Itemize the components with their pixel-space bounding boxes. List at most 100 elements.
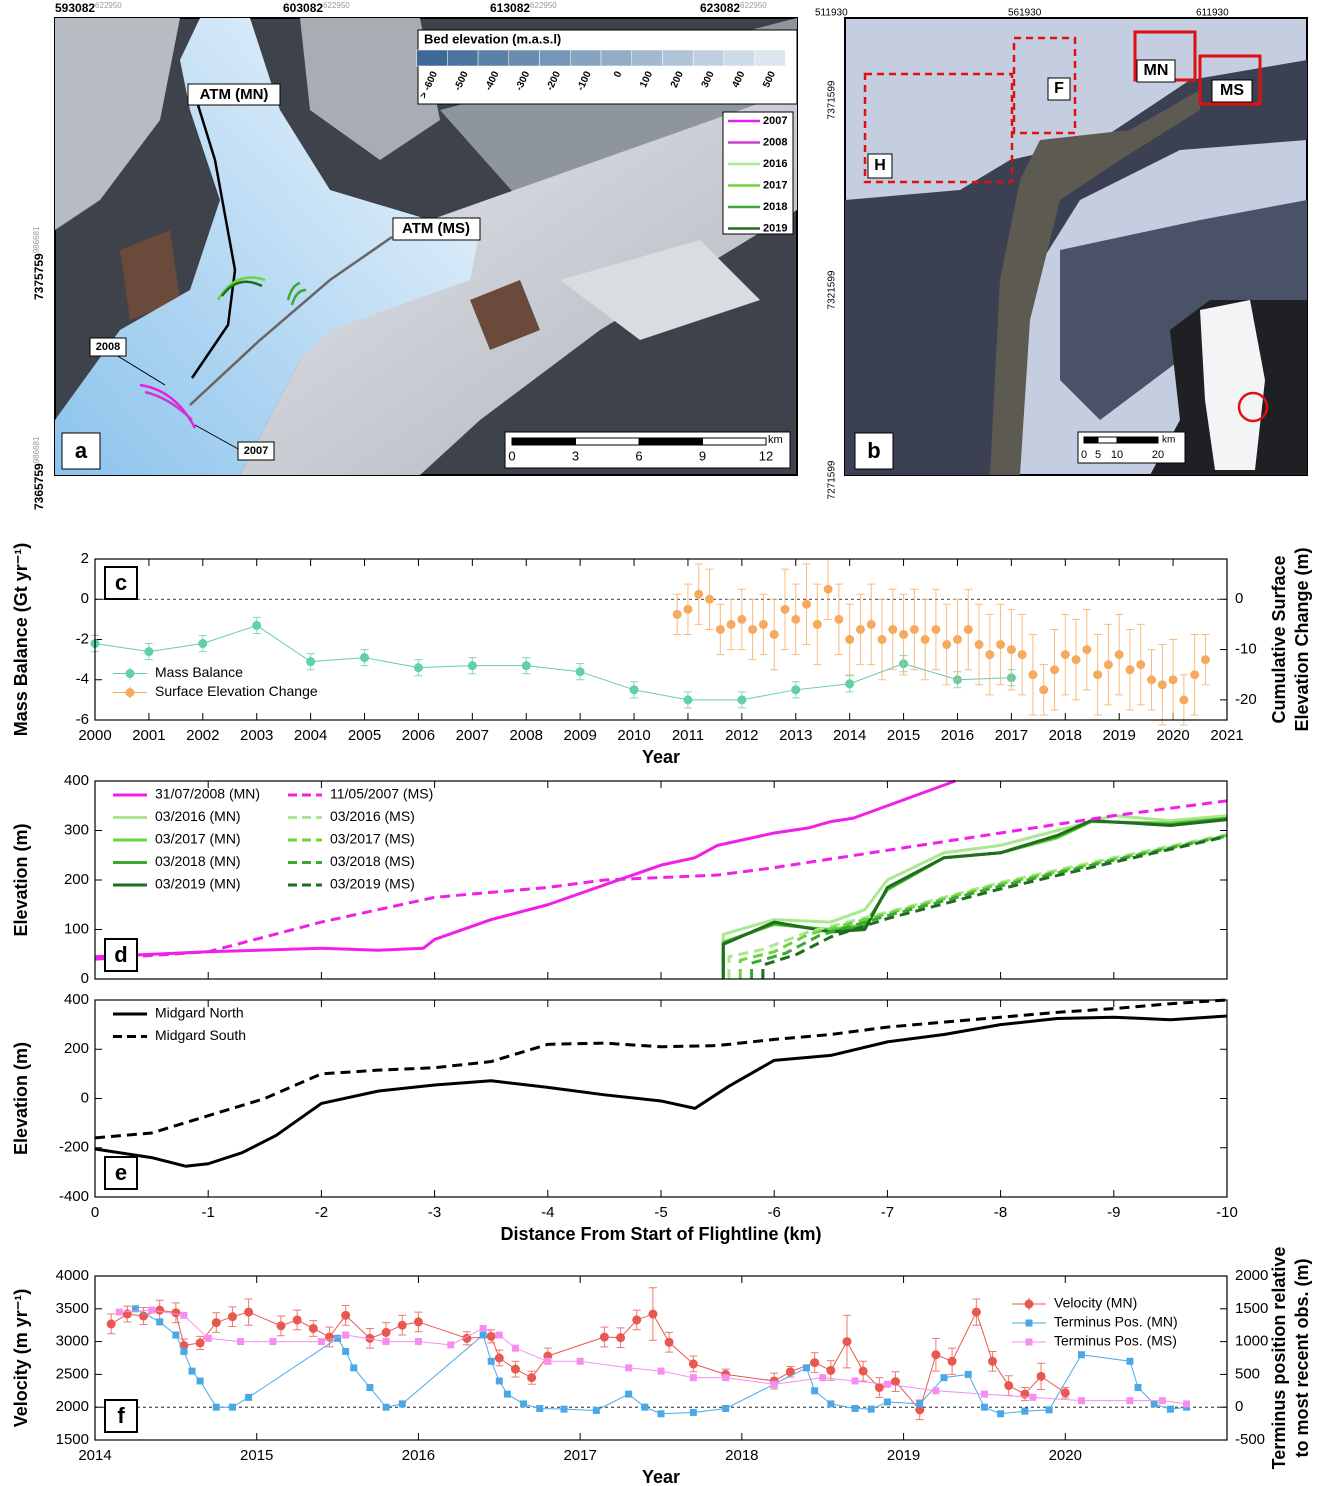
legend-label: 03/2016 (MS)	[330, 808, 415, 824]
marker	[398, 1321, 407, 1330]
marker	[205, 1335, 212, 1342]
figure: ATM (MN) ATM (MS) 2008 2007 Bed elevatio…	[0, 0, 1334, 1486]
marker	[997, 1410, 1004, 1417]
x-tick-label: 2019	[887, 1447, 920, 1464]
marker	[350, 1364, 357, 1371]
marker	[382, 1328, 391, 1337]
scalebar-label: 9	[699, 448, 706, 463]
marker	[269, 1338, 276, 1345]
marker	[648, 1310, 657, 1319]
marker	[888, 625, 897, 634]
y2-tick-label: 0	[1235, 590, 1243, 607]
legend-label: Mass Balance	[155, 664, 243, 680]
y-tick-label: 0	[81, 970, 89, 987]
coord-label: 7375759986681	[32, 226, 46, 300]
marker	[560, 1406, 567, 1413]
marker	[658, 1368, 665, 1375]
colorbar-swatch	[509, 50, 540, 66]
marker	[342, 1348, 349, 1355]
coord-label: 623082622950	[700, 1, 767, 15]
marker	[690, 1374, 697, 1381]
y-tick-label: 400	[64, 991, 89, 1008]
plot-area	[95, 1000, 1227, 1197]
scalebar-segment	[512, 438, 576, 445]
marker	[1029, 1394, 1036, 1401]
marker	[616, 1333, 625, 1342]
marker	[1078, 1397, 1085, 1404]
coord-main: 623082	[700, 1, 740, 15]
marker	[810, 1358, 819, 1367]
marker	[1126, 1358, 1133, 1365]
coord-label: 7271599	[827, 460, 838, 499]
marker	[496, 1332, 503, 1339]
scalebar-segment	[639, 438, 703, 445]
scalebar-segment	[576, 438, 640, 445]
legend-label: Terminus Pos. (MN)	[1054, 1314, 1178, 1330]
marker	[859, 1367, 868, 1376]
x-tick-label: -1	[202, 1204, 215, 1221]
x-tick-label: -9	[1107, 1204, 1120, 1221]
y2-tick-label: 1500	[1235, 1300, 1268, 1317]
marker	[791, 685, 800, 694]
marker	[196, 1338, 205, 1347]
marker	[156, 1318, 163, 1325]
panel-label: f	[117, 1403, 125, 1428]
marker	[632, 1315, 641, 1324]
marker	[171, 1308, 180, 1317]
marker	[1007, 645, 1016, 654]
marker	[824, 585, 833, 594]
y-tick-label: -2	[76, 630, 89, 647]
marker	[415, 1338, 422, 1345]
annotation: 2008	[96, 341, 120, 353]
coord-label: 511930	[815, 8, 848, 19]
marker	[318, 1338, 325, 1345]
marker	[673, 610, 682, 619]
marker	[480, 1332, 487, 1339]
marker	[399, 1400, 406, 1407]
marker	[867, 620, 876, 629]
marker	[780, 605, 789, 614]
y-tick-label: 2500	[56, 1365, 89, 1382]
x-axis-label: Distance From Start of Flightline (km)	[500, 1224, 821, 1244]
marker	[910, 625, 919, 634]
marker	[522, 661, 531, 670]
marker	[845, 635, 854, 644]
x-tick-label: -4	[541, 1204, 554, 1221]
coord-label: 7365759986681	[32, 436, 46, 510]
x-tick-label: 2018	[725, 1447, 758, 1464]
marker	[981, 1404, 988, 1411]
legend-label: 03/2019 (MN)	[155, 876, 241, 892]
coord-main: 7365759	[32, 463, 46, 510]
marker	[144, 647, 153, 656]
x-tick-label: 2020	[1049, 1447, 1082, 1464]
scalebar-box	[505, 432, 790, 468]
y-tick-label: -4	[76, 671, 89, 688]
marker	[180, 1312, 187, 1319]
marker	[447, 1341, 454, 1348]
marker	[1201, 655, 1210, 664]
x-tick-label: 2014	[78, 1447, 111, 1464]
x-tick-label: 2000	[78, 727, 111, 744]
marker	[593, 1407, 600, 1414]
marker	[916, 1400, 923, 1407]
marker	[658, 1410, 665, 1417]
marker	[198, 639, 207, 648]
marker	[237, 1338, 244, 1345]
x-tick-label: 2004	[294, 727, 327, 744]
legend-label: 2008	[763, 136, 787, 148]
marker	[931, 1350, 940, 1359]
marker	[625, 1391, 632, 1398]
legend-label: 2017	[763, 179, 787, 191]
marker	[468, 661, 477, 670]
marker	[1004, 1381, 1013, 1390]
y2-axis-label: Cumulative Surface	[1269, 555, 1289, 723]
colorbar-swatch	[540, 50, 571, 66]
y-tick-label: 200	[64, 871, 89, 888]
marker	[694, 590, 703, 599]
marker	[488, 1358, 495, 1365]
colorbar-swatch	[724, 50, 755, 66]
marker	[1135, 1384, 1142, 1391]
marker	[737, 615, 746, 624]
box-label: H	[874, 157, 886, 174]
marker	[342, 1332, 349, 1339]
